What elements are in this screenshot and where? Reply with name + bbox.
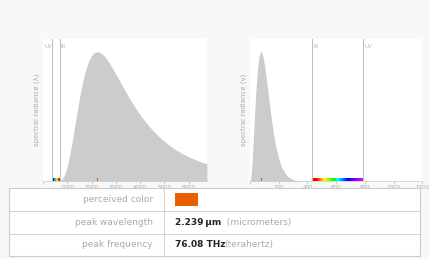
Text: 76.08 THz: 76.08 THz [174, 240, 224, 249]
X-axis label: wavelength (nm): wavelength (nm) [95, 193, 154, 200]
Text: perceived color: perceived color [83, 195, 153, 204]
Text: 2.239 µm: 2.239 µm [174, 218, 220, 227]
Text: (micrometers): (micrometers) [224, 218, 291, 227]
Text: IR: IR [60, 44, 66, 49]
Text: peak frequency: peak frequency [82, 240, 153, 249]
Text: UV: UV [44, 44, 52, 49]
Y-axis label: spectral radiance (λ): spectral radiance (λ) [34, 74, 40, 146]
Text: peak wavelength: peak wavelength [75, 218, 153, 227]
Text: UV: UV [364, 44, 372, 49]
Text: (terahertz): (terahertz) [224, 240, 273, 249]
X-axis label: frequency (THz): frequency (THz) [307, 193, 363, 200]
Y-axis label: spectral radiance (ν): spectral radiance (ν) [240, 74, 247, 146]
Text: IR: IR [313, 44, 318, 49]
